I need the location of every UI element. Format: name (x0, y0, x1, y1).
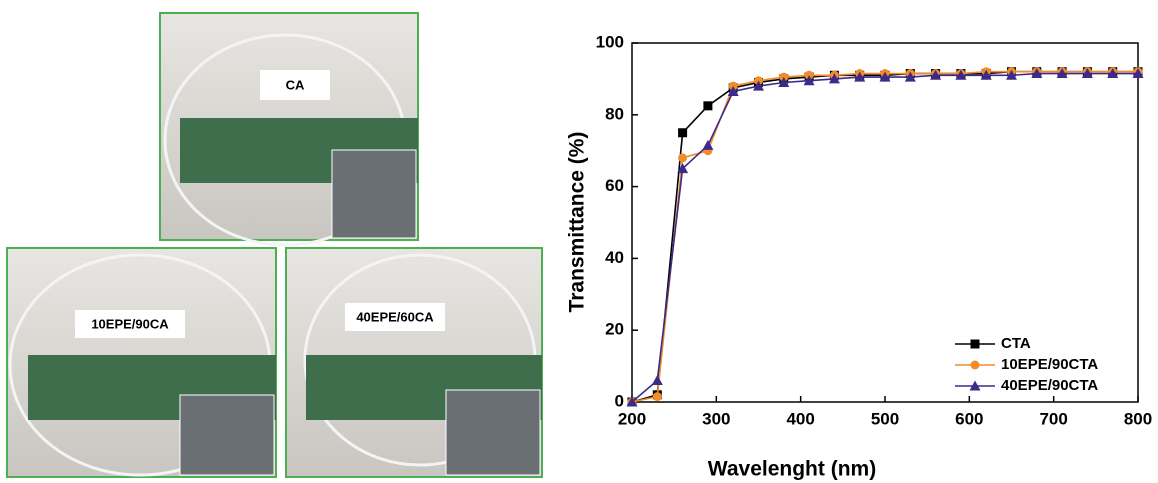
marker (652, 392, 662, 402)
marker (651, 374, 663, 385)
marker (727, 85, 739, 96)
marker (1081, 68, 1093, 79)
legend-marker (970, 339, 980, 349)
marker (626, 396, 638, 407)
y-axis-label: Transmittance (%) (566, 132, 589, 313)
photo-label: CA (286, 77, 305, 92)
x-tick-label: 700 (1039, 409, 1067, 428)
series-line (631, 70, 1138, 403)
marker (1107, 68, 1119, 79)
chart: Wavelenght (nm) Transmittance (%) 0 20 40 6… (566, 32, 1153, 480)
marker (702, 139, 714, 150)
series-line (631, 72, 1138, 403)
photo-label: 40EPE/60CA (356, 309, 434, 324)
y-tick-label: 80 (605, 104, 624, 123)
legend-marker (970, 360, 980, 370)
marker (678, 153, 688, 163)
marker (930, 69, 942, 80)
y-tick-label: 100 (596, 32, 624, 51)
marker (955, 69, 967, 80)
series-line (631, 70, 1138, 403)
marker (828, 73, 840, 84)
legend-label: 40EPE/90CTA (1001, 377, 1098, 394)
marker (1056, 68, 1068, 79)
photo-panel: CA (159, 12, 419, 247)
photo-panel: 40EPE/60CA (285, 247, 543, 478)
x-tick-label: 800 (1124, 409, 1152, 428)
x-tick-label: 600 (955, 409, 983, 428)
marker (703, 101, 713, 111)
x-tick-label: 500 (871, 409, 899, 428)
marker (678, 128, 688, 138)
plot-frame (631, 42, 1139, 403)
marker (904, 71, 916, 82)
marker (753, 80, 764, 91)
y-tick-label: 60 (605, 176, 624, 195)
x-tick-label: 200 (618, 409, 646, 428)
marker (1031, 68, 1043, 79)
y-tick-label: 40 (605, 248, 624, 267)
y-tick-label: 0 (615, 391, 624, 410)
marker (879, 71, 891, 82)
photo-panel: 10EPE/90CA (6, 247, 277, 478)
photo-label: 10EPE/90CA (91, 316, 169, 331)
legend-marker (969, 380, 981, 391)
marker (677, 163, 689, 174)
marker (1132, 68, 1144, 79)
marker (980, 69, 992, 80)
marker (1006, 69, 1017, 80)
marker (854, 71, 866, 82)
marker (803, 75, 815, 86)
legend-label: 10EPE/90CTA (1001, 356, 1098, 373)
marker (778, 76, 790, 87)
x-tick-label: 400 (786, 409, 814, 428)
x-axis-label: Wavelenght (nm) (708, 458, 876, 481)
legend-label: CTA (1001, 335, 1031, 352)
y-tick-label: 20 (605, 320, 624, 339)
x-tick-label: 300 (702, 409, 730, 428)
